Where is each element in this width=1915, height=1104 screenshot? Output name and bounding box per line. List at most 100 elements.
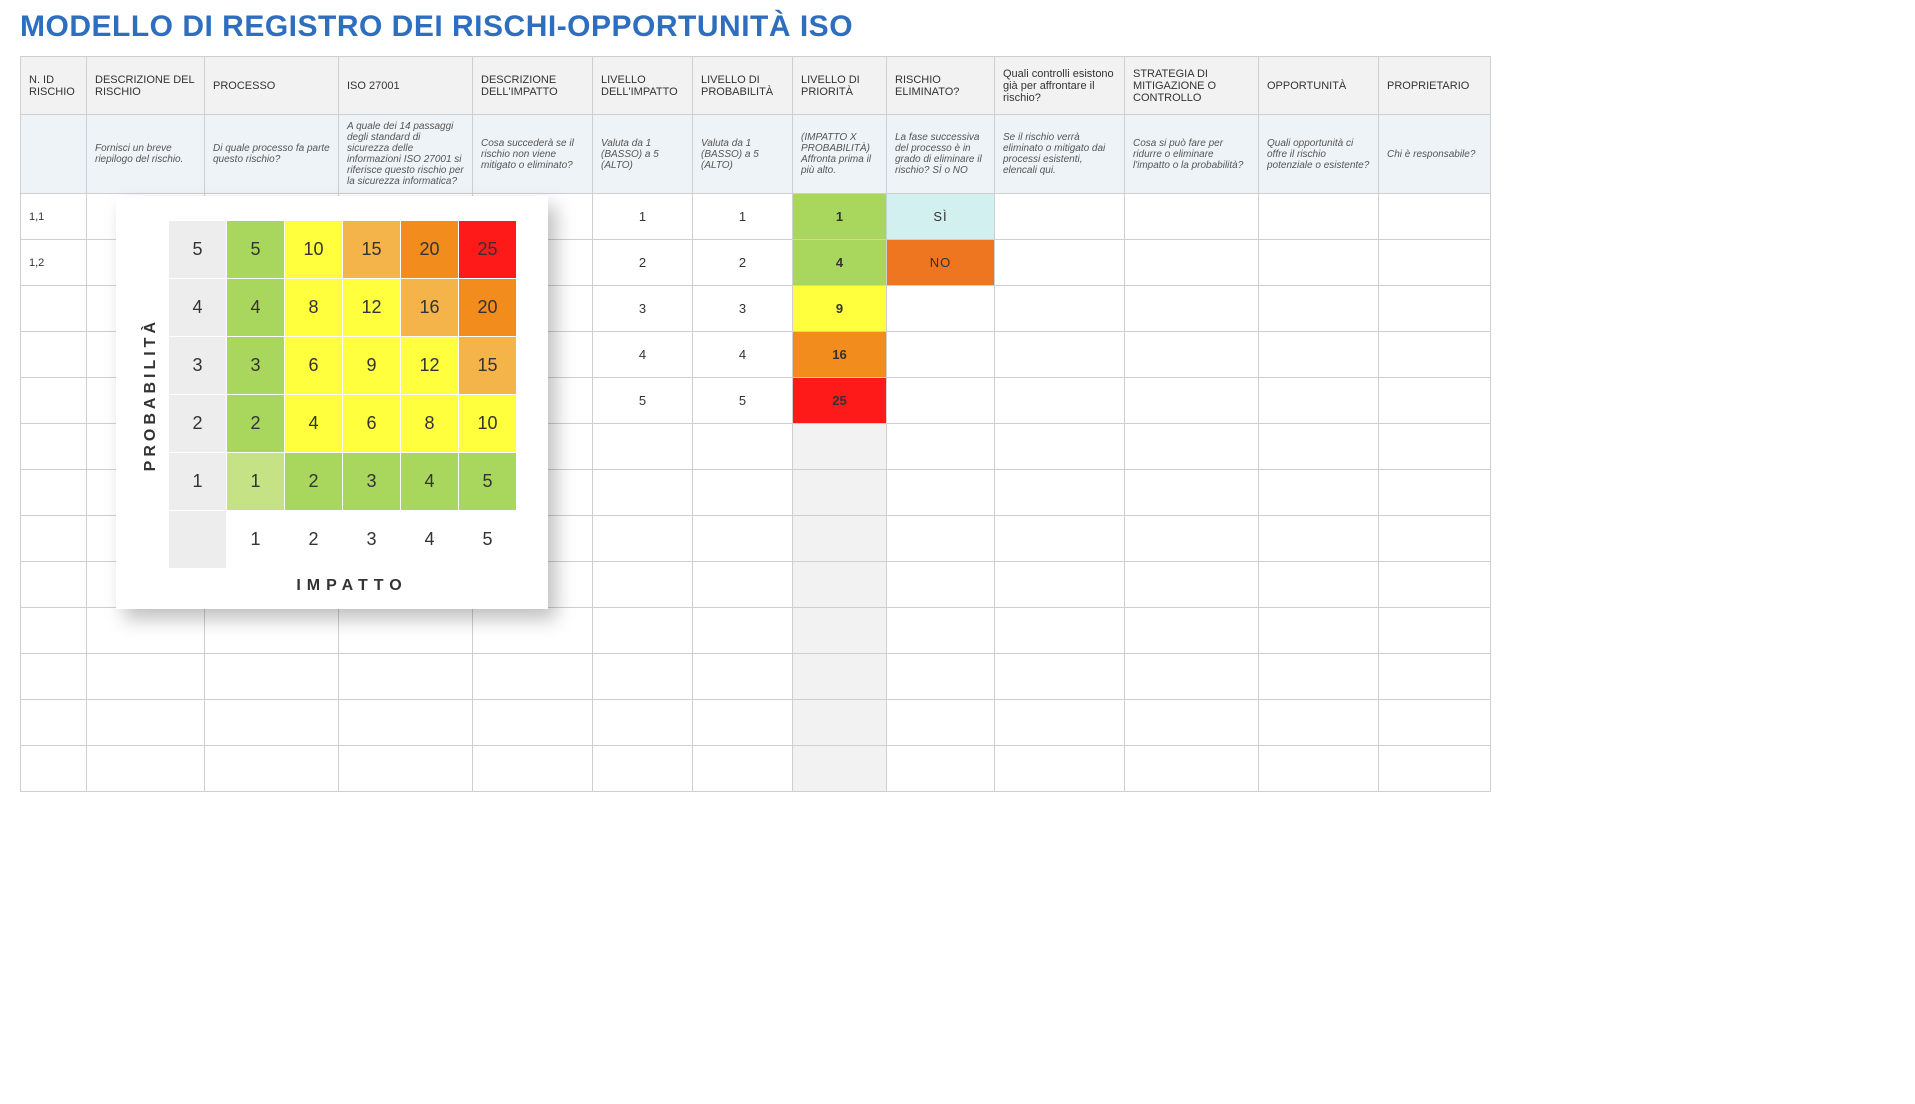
table-cell[interactable] — [995, 562, 1125, 608]
table-cell[interactable] — [995, 654, 1125, 700]
table-cell[interactable] — [793, 470, 887, 516]
table-cell[interactable] — [693, 470, 793, 516]
table-cell[interactable] — [1379, 516, 1491, 562]
table-cell[interactable] — [205, 746, 339, 792]
table-cell[interactable] — [1125, 332, 1259, 378]
table-cell[interactable] — [205, 608, 339, 654]
table-cell[interactable] — [21, 700, 87, 746]
table-cell[interactable] — [473, 654, 593, 700]
table-cell[interactable] — [1125, 700, 1259, 746]
table-cell[interactable] — [1379, 700, 1491, 746]
table-cell[interactable] — [887, 332, 995, 378]
table-cell[interactable] — [1125, 562, 1259, 608]
table-cell[interactable] — [1125, 378, 1259, 424]
table-cell[interactable] — [21, 608, 87, 654]
table-cell[interactable] — [1259, 608, 1379, 654]
table-cell[interactable] — [1259, 194, 1379, 240]
table-cell[interactable] — [1259, 470, 1379, 516]
table-cell[interactable] — [1379, 378, 1491, 424]
table-cell[interactable]: 1 — [693, 194, 793, 240]
table-cell[interactable] — [995, 378, 1125, 424]
table-cell[interactable]: 5 — [693, 378, 793, 424]
table-cell[interactable] — [593, 700, 693, 746]
table-cell[interactable] — [887, 700, 995, 746]
table-cell[interactable] — [1379, 424, 1491, 470]
table-cell[interactable] — [793, 654, 887, 700]
table-cell[interactable]: 2 — [693, 240, 793, 286]
table-cell[interactable] — [1379, 470, 1491, 516]
table-cell[interactable] — [1379, 240, 1491, 286]
table-cell[interactable] — [339, 654, 473, 700]
table-cell[interactable] — [1259, 654, 1379, 700]
table-cell[interactable] — [995, 700, 1125, 746]
table-cell[interactable] — [21, 286, 87, 332]
table-cell[interactable] — [593, 746, 693, 792]
table-cell[interactable] — [1259, 332, 1379, 378]
table-cell[interactable] — [21, 516, 87, 562]
table-cell[interactable] — [473, 746, 593, 792]
table-cell[interactable] — [1379, 608, 1491, 654]
table-cell[interactable]: 4 — [593, 332, 693, 378]
table-cell[interactable] — [473, 700, 593, 746]
table-cell[interactable] — [1125, 240, 1259, 286]
table-cell[interactable] — [205, 700, 339, 746]
table-cell[interactable] — [1125, 470, 1259, 516]
table-cell[interactable] — [793, 746, 887, 792]
table-cell[interactable] — [887, 516, 995, 562]
table-cell[interactable] — [21, 470, 87, 516]
table-cell[interactable] — [593, 424, 693, 470]
table-cell[interactable]: 3 — [593, 286, 693, 332]
table-cell[interactable] — [21, 562, 87, 608]
table-cell[interactable]: 9 — [793, 286, 887, 332]
table-cell[interactable] — [693, 424, 793, 470]
table-cell[interactable] — [693, 562, 793, 608]
table-cell[interactable] — [339, 608, 473, 654]
table-cell[interactable] — [793, 516, 887, 562]
table-cell[interactable]: 25 — [793, 378, 887, 424]
table-cell[interactable] — [339, 746, 473, 792]
table-cell[interactable] — [887, 654, 995, 700]
table-cell[interactable] — [87, 700, 205, 746]
table-cell[interactable] — [1125, 194, 1259, 240]
table-cell[interactable] — [995, 608, 1125, 654]
table-cell[interactable] — [1259, 378, 1379, 424]
table-cell[interactable] — [887, 470, 995, 516]
table-cell[interactable] — [793, 700, 887, 746]
table-cell[interactable]: 3 — [693, 286, 793, 332]
table-cell[interactable] — [593, 470, 693, 516]
table-cell[interactable] — [1379, 562, 1491, 608]
table-cell[interactable] — [87, 746, 205, 792]
table-cell[interactable] — [887, 746, 995, 792]
table-cell[interactable] — [21, 424, 87, 470]
table-cell[interactable] — [1125, 746, 1259, 792]
table-cell[interactable]: SÌ — [887, 194, 995, 240]
table-cell[interactable] — [995, 746, 1125, 792]
table-cell[interactable] — [21, 746, 87, 792]
table-cell[interactable]: NO — [887, 240, 995, 286]
table-cell[interactable] — [1125, 608, 1259, 654]
table-cell[interactable] — [1379, 746, 1491, 792]
table-cell[interactable] — [995, 286, 1125, 332]
table-cell[interactable] — [1379, 194, 1491, 240]
table-cell[interactable] — [887, 286, 995, 332]
table-cell[interactable] — [1379, 286, 1491, 332]
table-cell[interactable]: 4 — [693, 332, 793, 378]
table-cell[interactable] — [1259, 516, 1379, 562]
table-cell[interactable] — [1379, 332, 1491, 378]
table-cell[interactable] — [1259, 286, 1379, 332]
table-cell[interactable] — [793, 424, 887, 470]
table-cell[interactable] — [1125, 424, 1259, 470]
table-cell[interactable] — [1259, 240, 1379, 286]
table-cell[interactable] — [887, 562, 995, 608]
table-cell[interactable] — [593, 562, 693, 608]
table-cell[interactable] — [21, 654, 87, 700]
table-cell[interactable] — [995, 470, 1125, 516]
table-cell[interactable] — [473, 608, 593, 654]
table-cell[interactable]: 2 — [593, 240, 693, 286]
table-cell[interactable] — [21, 378, 87, 424]
table-cell[interactable]: 4 — [793, 240, 887, 286]
table-cell[interactable] — [1125, 654, 1259, 700]
table-cell[interactable] — [1259, 700, 1379, 746]
table-cell[interactable] — [995, 516, 1125, 562]
table-cell[interactable] — [693, 746, 793, 792]
